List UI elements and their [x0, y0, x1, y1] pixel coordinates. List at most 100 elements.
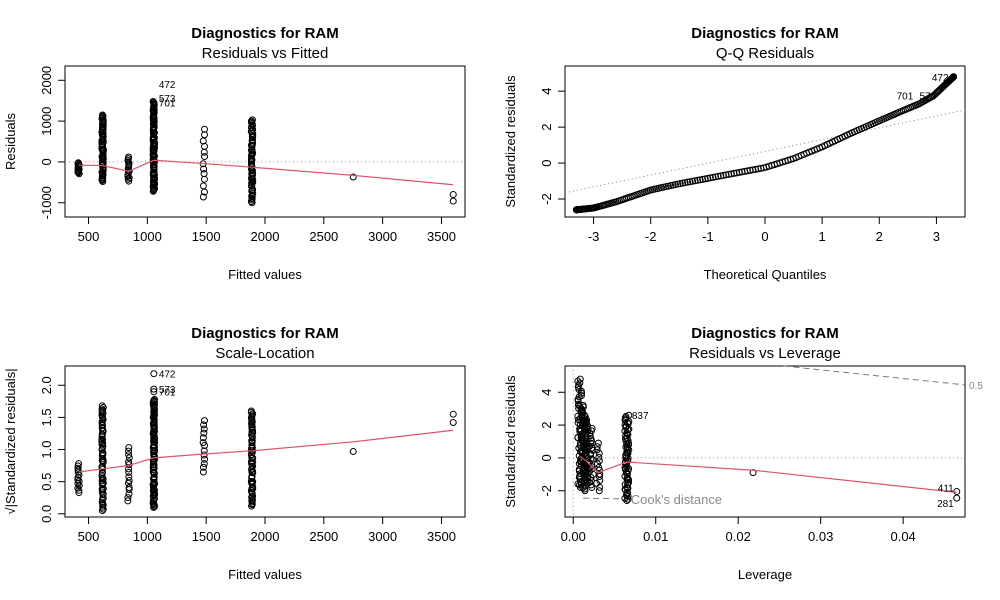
- point-label: 573: [920, 92, 937, 103]
- cooks-distance-legend: Cook's distance: [631, 492, 722, 507]
- data-point: [595, 487, 603, 495]
- x-tick-label: 1000: [133, 529, 162, 544]
- data-point: [75, 489, 83, 497]
- x-tick-label: -3: [588, 229, 600, 244]
- data-point: [730, 169, 738, 177]
- data-point: [579, 401, 587, 409]
- point-label: 472: [932, 73, 949, 84]
- data-point: [727, 170, 735, 178]
- data-point: [98, 405, 106, 413]
- data-point: [717, 172, 725, 180]
- chart-subtitle: Residuals vs Leverage: [689, 345, 841, 362]
- data-point: [150, 400, 158, 408]
- data-point: [200, 429, 208, 437]
- data-point: [587, 455, 595, 463]
- y-tick-label: 1.5: [39, 408, 54, 426]
- data-point: [248, 441, 256, 449]
- data-point: [247, 165, 255, 173]
- x-tick-label: 2500: [309, 229, 338, 244]
- data-point: [200, 175, 208, 183]
- panel-scale-location: Diagnostics for RAM Scale-Location 500 1000…: [3, 325, 466, 582]
- data-point: [125, 444, 133, 452]
- data-point: [99, 449, 107, 457]
- cooks-level-label: 0.5: [969, 381, 983, 392]
- y-tick-label: 2.0: [39, 376, 54, 394]
- x-tick-label: -1: [702, 229, 714, 244]
- data-point: [247, 146, 255, 154]
- chart-subtitle: Residuals vs Fitted: [202, 45, 329, 62]
- data-point: [588, 424, 596, 432]
- point-label: 701: [159, 388, 176, 399]
- data-point: [149, 98, 157, 106]
- y-tick-label: 2: [539, 124, 554, 131]
- chart-title: Diagnostics for RAM: [691, 25, 839, 42]
- smooth-line: [579, 455, 957, 493]
- data-point: [150, 385, 158, 393]
- data-point: [449, 197, 457, 205]
- y-axis-label: Standardized residuals: [503, 75, 518, 208]
- panel-resid-leverage: Diagnostics for RAM Residuals vs Leverage…: [503, 325, 983, 582]
- data-point: [200, 451, 208, 459]
- data-point: [248, 454, 256, 462]
- data-point: [699, 175, 707, 183]
- data-point: [694, 176, 702, 184]
- data-point: [596, 470, 604, 478]
- data-point: [150, 423, 158, 431]
- plot-frame: [564, 365, 966, 518]
- data-point: [624, 492, 632, 500]
- cooks-distance-contour-lower: [583, 497, 623, 500]
- data-point: [125, 451, 133, 459]
- data-point: [712, 173, 720, 181]
- data-point: [248, 179, 256, 187]
- data-point: [679, 179, 687, 187]
- y-axis-label: Residuals: [3, 112, 18, 170]
- data-point: [684, 178, 692, 186]
- x-tick-label: 2000: [251, 229, 280, 244]
- data-point: [714, 172, 722, 180]
- smooth-line: [78, 429, 454, 473]
- data-point: [576, 379, 584, 387]
- data-point: [595, 449, 603, 457]
- data-point: [199, 468, 207, 476]
- x-tick-label: 0.02: [726, 529, 751, 544]
- data-point: [588, 462, 596, 470]
- chart-title: Diagnostics for RAM: [191, 325, 339, 342]
- x-tick-label: 3500: [427, 529, 456, 544]
- data-point: [149, 461, 157, 469]
- data-point: [200, 460, 208, 468]
- chart-title: Diagnostics for RAM: [691, 325, 839, 342]
- x-tick-label: -2: [645, 229, 657, 244]
- x-axis-label: Fitted values: [228, 567, 302, 582]
- y-tick-label: -2: [539, 485, 554, 497]
- data-point: [581, 485, 589, 493]
- data-point: [248, 497, 256, 505]
- point-label: 837: [632, 411, 649, 422]
- data-point: [595, 464, 603, 472]
- data-point: [586, 478, 594, 486]
- data-point: [151, 439, 159, 447]
- x-tick-label: 0.03: [808, 529, 833, 544]
- data-point: [950, 73, 958, 81]
- data-point: [150, 370, 158, 378]
- x-tick-label: 3: [933, 229, 940, 244]
- point-label: 701: [159, 99, 176, 110]
- chart-subtitle: Scale-Location: [215, 345, 314, 362]
- data-point: [201, 455, 209, 463]
- x-axis-label: Theoretical Quantiles: [704, 267, 827, 282]
- data-point: [689, 177, 697, 185]
- data-point: [74, 464, 82, 472]
- data-point: [199, 463, 207, 471]
- data-point: [99, 436, 107, 444]
- point-label: 472: [159, 80, 176, 91]
- data-point: [593, 443, 601, 451]
- data-point: [125, 477, 133, 485]
- data-point: [200, 165, 208, 173]
- data-point: [151, 395, 159, 403]
- y-axis-label: Standardized residuals: [503, 375, 518, 508]
- x-axis-label: Fitted values: [228, 267, 302, 282]
- data-point: [199, 439, 207, 447]
- data-point: [248, 472, 256, 480]
- data-point: [681, 179, 689, 187]
- y-tick-label: 0.0: [39, 505, 54, 523]
